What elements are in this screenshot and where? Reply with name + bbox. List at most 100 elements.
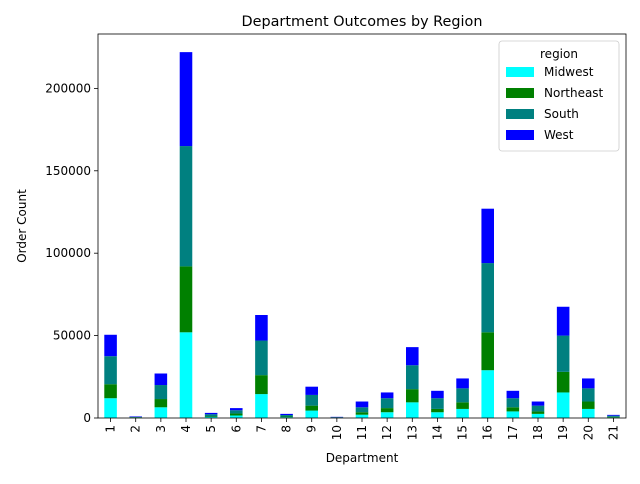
bar-west-7: [255, 315, 268, 341]
x-tick-label: 3: [154, 425, 168, 433]
bar-south-18: [532, 406, 545, 412]
bar-northeast-17: [507, 407, 520, 411]
bar-northeast-18: [532, 411, 545, 413]
legend-label-south: South: [544, 107, 579, 121]
bar-south-4: [180, 146, 193, 266]
bar-west-17: [507, 391, 520, 398]
x-tick-label: 12: [380, 425, 394, 440]
bar-northeast-16: [481, 332, 494, 370]
bar-west-12: [381, 392, 394, 398]
bar-northeast-3: [155, 399, 168, 407]
bar-midwest-1: [104, 398, 117, 418]
bar-midwest-3: [155, 407, 168, 418]
x-tick-label: 20: [581, 425, 595, 440]
bar-south-3: [155, 385, 168, 399]
bar-south-1: [104, 356, 117, 384]
legend-swatch-south: [506, 109, 534, 119]
bar-south-15: [456, 388, 469, 402]
bar-northeast-6: [230, 414, 243, 416]
bar-midwest-18: [532, 414, 545, 418]
bar-south-17: [507, 398, 520, 407]
bar-midwest-17: [507, 411, 520, 418]
bar-west-19: [557, 307, 570, 336]
bar-midwest-4: [180, 332, 193, 418]
bar-northeast-19: [557, 372, 570, 393]
bar-midwest-16: [481, 370, 494, 418]
bar-midwest-11: [356, 415, 369, 418]
legend-label-midwest: Midwest: [544, 65, 594, 79]
legend: region Midwest Northeast South West: [499, 41, 619, 151]
y-tick-label: 150000: [45, 164, 91, 178]
x-tick-label: 14: [430, 425, 444, 440]
x-tick-label: 6: [229, 425, 243, 433]
bar-south-13: [406, 365, 419, 389]
bar-south-7: [255, 341, 268, 376]
bar-northeast-9: [305, 406, 318, 411]
bar-midwest-15: [456, 409, 469, 418]
bar-south-19: [557, 336, 570, 372]
y-tick-label: 100000: [45, 246, 91, 260]
bar-northeast-8: [280, 417, 293, 418]
bar-northeast-1: [104, 384, 117, 398]
bar-northeast-20: [582, 402, 595, 409]
bar-west-13: [406, 347, 419, 365]
x-tick-label: 9: [305, 425, 319, 433]
bar-northeast-7: [255, 375, 268, 394]
legend-label-west: West: [544, 128, 574, 142]
bar-west-21: [607, 415, 620, 416]
chart-title: Department Outcomes by Region: [242, 14, 483, 30]
bar-northeast-14: [431, 409, 444, 412]
bar-midwest-14: [431, 412, 444, 418]
bar-west-4: [180, 52, 193, 146]
bar-south-12: [381, 398, 394, 408]
y-tick-label: 200000: [45, 81, 91, 95]
bar-south-21: [607, 416, 620, 417]
bar-south-14: [431, 398, 444, 409]
x-tick-label: 19: [556, 425, 570, 440]
bar-midwest-20: [582, 409, 595, 418]
bar-south-11: [356, 407, 369, 412]
y-tick-label: 0: [83, 411, 91, 425]
x-tick-label: 11: [355, 425, 369, 440]
bar-northeast-11: [356, 412, 369, 414]
bar-south-5: [205, 414, 218, 416]
x-tick-label: 1: [104, 425, 118, 433]
x-tick-label: 15: [456, 425, 470, 440]
bar-west-16: [481, 209, 494, 263]
x-tick-label: 10: [330, 425, 344, 440]
bar-west-1: [104, 335, 117, 356]
x-tick-label: 18: [531, 425, 545, 440]
bar-south-9: [305, 395, 318, 406]
x-axis-label: Department: [326, 451, 399, 465]
x-tick-label: 7: [254, 425, 268, 433]
bar-west-9: [305, 387, 318, 395]
x-tick-label: 5: [204, 425, 218, 433]
legend-title: region: [540, 47, 578, 61]
legend-swatch-west: [506, 130, 534, 140]
bar-northeast-15: [456, 402, 469, 409]
x-tick-label: 16: [481, 425, 495, 440]
bar-south-8: [280, 415, 293, 416]
bar-west-14: [431, 391, 444, 398]
x-tick-label: 17: [506, 425, 520, 440]
legend-label-northeast: Northeast: [544, 86, 604, 100]
bar-west-11: [356, 402, 369, 408]
bar-midwest-13: [406, 402, 419, 418]
bar-midwest-19: [557, 392, 570, 418]
x-tick-label: 4: [179, 425, 193, 433]
bar-northeast-4: [180, 266, 193, 332]
bar-west-5: [205, 413, 218, 414]
bar-west-15: [456, 378, 469, 388]
legend-swatch-northeast: [506, 88, 534, 98]
bar-south-20: [582, 388, 595, 401]
bar-west-18: [532, 402, 545, 406]
y-axis-label: Order Count: [15, 189, 29, 263]
bar-south-6: [230, 410, 243, 413]
bar-west-20: [582, 378, 595, 388]
bar-northeast-5: [205, 416, 218, 417]
x-tick-label: 13: [405, 425, 419, 440]
bar-northeast-12: [381, 408, 394, 412]
x-tick-label: 2: [129, 425, 143, 433]
